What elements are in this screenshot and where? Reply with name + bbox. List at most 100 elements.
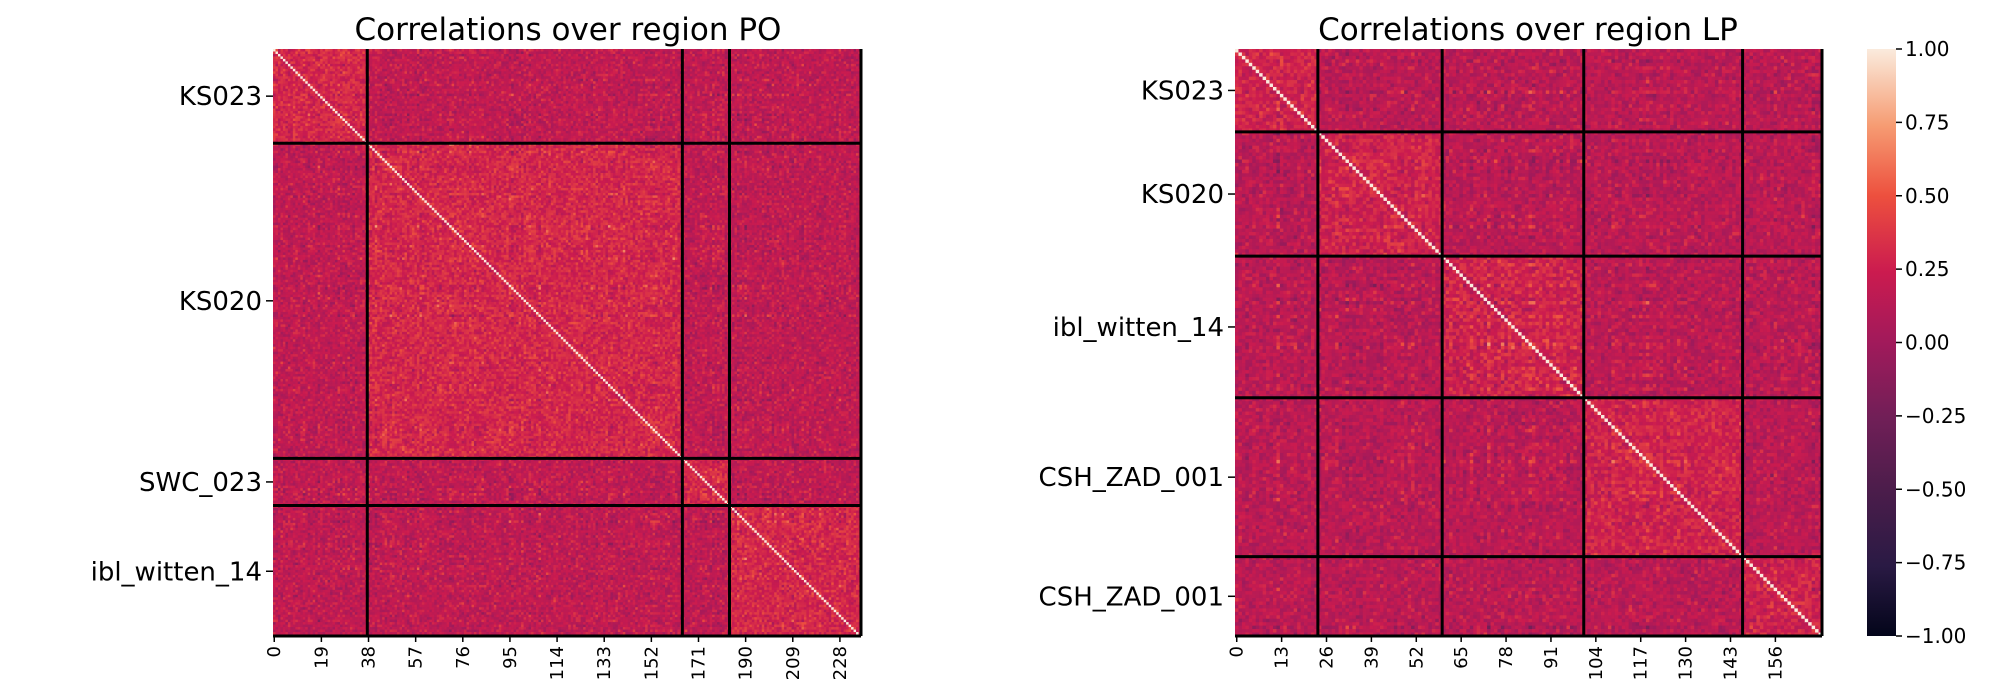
heatmap-cell [285,69,288,72]
heatmap-cell [836,56,839,59]
heatmap-cell [347,51,350,54]
heatmap-cell [538,61,541,64]
heatmap-cell [762,64,765,67]
heatmap-cell [789,49,792,52]
heatmap-cell [499,59,502,62]
heatmap-cell [519,71,522,74]
heatmap-cell [553,54,556,57]
heatmap-cell [424,66,427,69]
heatmap-cell [573,61,576,64]
heatmap-cell [764,66,767,69]
heatmap-cell [342,49,345,52]
heatmap-cell [591,59,594,62]
heatmap-cell [449,66,452,69]
heatmap-cell [486,69,489,72]
heatmap-cell [509,59,512,62]
heatmap-cell [618,61,621,64]
heatmap-cell [663,54,666,57]
heatmap-cell [402,51,405,54]
heatmap-cell [737,71,740,74]
heatmap-cell [352,71,355,74]
heatmap-cell [444,49,447,52]
heatmap-cell [774,59,777,62]
heatmap-cell [705,54,708,57]
heatmap-cell [834,59,837,62]
heatmap-cell [734,71,737,74]
heatmap-cell [491,64,494,67]
heatmap-cell [308,54,311,57]
heatmap-cell [310,51,313,54]
heatmap-cell [702,71,705,74]
heatmap-cell [779,64,782,67]
heatmap-cell [536,54,539,57]
heatmap-cell [593,56,596,59]
heatmap-cell [573,71,576,74]
heatmap-cell [732,56,735,59]
heatmap-cell [333,49,336,52]
heatmap-cell [308,69,311,72]
heatmap-cell [288,59,291,62]
heatmap-cell [615,64,618,67]
heatmap-cell [509,66,512,69]
heatmap-cell [710,59,713,62]
heatmap-cell [663,69,666,72]
heatmap-cell [598,71,601,74]
heatmap-cell [571,64,574,67]
heatmap-cell [392,56,395,59]
heatmap-cell [653,54,656,57]
heatmap-cell [851,51,854,54]
heatmap-cell [700,49,703,52]
heatmap-cell [521,59,524,62]
heatmap-cell [814,56,817,59]
heatmap-cell [824,54,827,57]
heatmap-cell [350,49,353,52]
heatmap-cell [623,64,626,67]
heatmap-cell [352,61,355,64]
heatmap-cell [315,71,318,74]
heatmap-cell [280,54,283,57]
heatmap-cell [409,54,412,57]
heatmap-cell [623,49,626,52]
heatmap-cell [305,54,308,57]
heatmap-cell [613,56,616,59]
heatmap-cell [531,61,534,64]
heatmap-cell [834,49,837,52]
heatmap-cell [801,54,804,57]
heatmap-cell [392,66,395,69]
heatmap-cell [459,61,462,64]
heatmap-cell [779,61,782,64]
heatmap-cell [643,59,646,62]
heatmap-cell [404,69,407,72]
heatmap-cell [385,51,388,54]
heatmap-cell [605,56,608,59]
heatmap-cell [454,66,457,69]
heatmap-cell [846,54,849,57]
heatmap-cell [509,56,512,59]
heatmap-cell [447,61,450,64]
heatmap-cell [556,66,559,69]
heatmap-cell [625,49,628,52]
heatmap-cell [320,69,323,72]
heatmap-cell [295,51,298,54]
heatmap-cell [702,66,705,69]
heatmap-cell [588,54,591,57]
heatmap-cell [342,69,345,72]
heatmap-cell [273,54,276,57]
heatmap-cell [382,61,385,64]
heatmap-cell [700,69,703,72]
heatmap-cell [712,64,715,67]
heatmap-cell [553,59,556,62]
heatmap-cell [511,71,514,74]
heatmap-cell [536,69,539,72]
heatmap-cell [635,66,638,69]
heatmap-cell [665,51,668,54]
heatmap-cell [707,64,710,67]
heatmap-cell [551,49,554,52]
heatmap-cell [769,49,772,52]
heatmap-cell [660,59,663,62]
heatmap-cell [700,54,703,57]
heatmap-cell [742,71,745,74]
heatmap-cell [777,49,780,52]
heatmap-cell [449,69,452,72]
heatmap-cell [275,64,278,67]
